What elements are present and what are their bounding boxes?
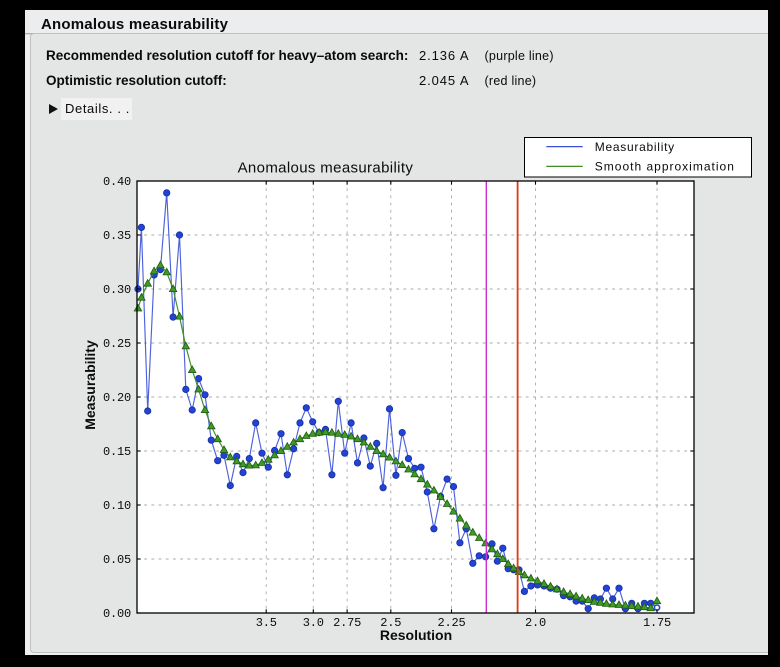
svg-text:0.30: 0.30 bbox=[103, 283, 131, 297]
svg-text:2.25: 2.25 bbox=[437, 616, 465, 630]
svg-text:0.25: 0.25 bbox=[103, 337, 131, 351]
svg-text:Anomalous measurability: Anomalous measurability bbox=[238, 159, 414, 176]
svg-text:0.35: 0.35 bbox=[103, 229, 131, 243]
svg-text:0.20: 0.20 bbox=[103, 391, 131, 405]
svg-text:0.10: 0.10 bbox=[103, 499, 131, 513]
svg-text:0.15: 0.15 bbox=[103, 445, 131, 459]
svg-text:0.40: 0.40 bbox=[103, 175, 131, 189]
svg-text:2.0: 2.0 bbox=[525, 616, 546, 630]
svg-text:2.75: 2.75 bbox=[333, 616, 361, 630]
svg-text:Resolution: Resolution bbox=[380, 627, 452, 643]
svg-text:0.00: 0.00 bbox=[103, 607, 131, 621]
svg-text:Measurability: Measurability bbox=[595, 140, 675, 154]
svg-text:3.5: 3.5 bbox=[256, 616, 277, 630]
svg-text:2.5: 2.5 bbox=[380, 616, 401, 630]
svg-text:3.0: 3.0 bbox=[303, 616, 324, 630]
svg-text:Smooth approximation: Smooth approximation bbox=[595, 160, 735, 174]
svg-text:1.75: 1.75 bbox=[643, 616, 671, 630]
svg-text:Measurability: Measurability bbox=[82, 340, 98, 430]
svg-text:0.05: 0.05 bbox=[103, 553, 131, 567]
